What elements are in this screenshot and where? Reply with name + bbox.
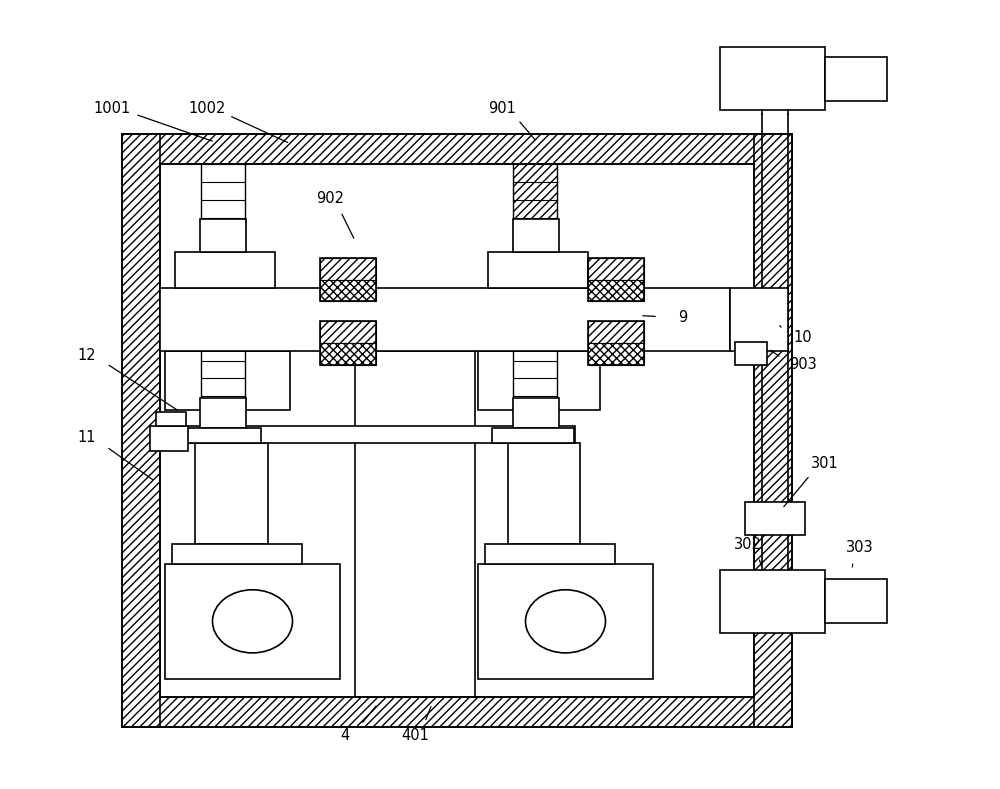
Bar — [588, 342, 644, 365]
Bar — [320, 258, 376, 280]
Bar — [488, 252, 588, 288]
Bar — [172, 544, 302, 564]
Bar — [122, 697, 792, 727]
Bar — [320, 280, 376, 301]
Bar — [195, 443, 268, 544]
Bar — [735, 342, 767, 365]
Bar — [588, 258, 644, 280]
Bar — [122, 134, 792, 164]
Bar — [825, 579, 887, 623]
Bar — [720, 570, 825, 633]
Bar — [513, 398, 559, 428]
Bar — [720, 47, 825, 110]
Bar — [513, 164, 557, 414]
Bar — [175, 252, 275, 288]
Text: 902: 902 — [316, 191, 344, 207]
Bar — [825, 57, 887, 101]
Text: 11: 11 — [78, 430, 96, 446]
Text: 1001: 1001 — [93, 101, 131, 117]
Text: 903: 903 — [789, 357, 817, 372]
Bar — [745, 502, 805, 535]
Circle shape — [526, 590, 606, 653]
Bar — [730, 292, 770, 347]
Bar — [165, 426, 575, 443]
Bar — [156, 412, 186, 426]
Bar — [588, 280, 644, 301]
Bar — [200, 398, 246, 428]
Bar — [200, 219, 246, 252]
Text: 4: 4 — [340, 727, 350, 743]
Bar — [588, 321, 644, 365]
Bar — [478, 351, 600, 410]
Text: 901: 901 — [488, 101, 516, 117]
Text: 303: 303 — [846, 540, 874, 555]
Bar — [478, 564, 653, 679]
Bar — [492, 428, 574, 443]
Bar — [513, 219, 559, 252]
Text: 401: 401 — [401, 727, 429, 743]
Bar — [754, 134, 792, 727]
Bar — [320, 258, 376, 301]
Bar — [122, 134, 160, 727]
Bar — [160, 288, 730, 351]
Text: 12: 12 — [78, 347, 96, 363]
Text: 301: 301 — [811, 456, 839, 472]
Bar — [320, 321, 376, 342]
Text: 10: 10 — [794, 330, 812, 346]
Bar — [588, 321, 644, 342]
Bar — [150, 426, 188, 451]
Bar — [165, 564, 340, 679]
Text: 302: 302 — [734, 537, 762, 552]
Circle shape — [212, 590, 292, 653]
Bar — [355, 351, 475, 697]
Text: 1002: 1002 — [188, 101, 226, 117]
Bar — [730, 288, 788, 351]
Bar — [179, 428, 261, 443]
Bar — [165, 351, 290, 410]
Text: 9: 9 — [678, 309, 688, 325]
Bar — [508, 443, 580, 544]
Bar — [485, 544, 615, 564]
Bar — [588, 258, 644, 301]
Bar — [320, 342, 376, 365]
Bar — [320, 321, 376, 365]
